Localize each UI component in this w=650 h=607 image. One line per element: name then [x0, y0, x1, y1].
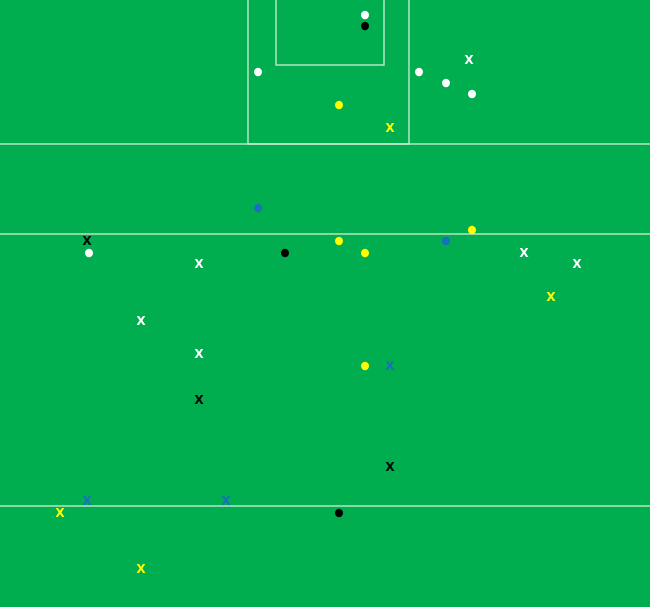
shot-markers: X X X X X X X X X X X X X X X X — [55, 10, 582, 576]
black-dot-marker — [335, 508, 343, 518]
black-x-marker: X — [385, 460, 395, 474]
white-x-marker: X — [464, 53, 474, 67]
black-dot-marker — [281, 248, 289, 258]
white-dot-marker — [85, 248, 93, 258]
black-x-marker: X — [194, 393, 204, 407]
blue-x-marker: X — [385, 359, 395, 373]
small-box — [275, 0, 385, 66]
white-dot-marker — [415, 67, 423, 77]
yellow-x-marker: X — [385, 121, 395, 135]
white-dot-marker — [361, 10, 369, 20]
white-dot-marker — [442, 78, 450, 88]
pitch-lines — [0, 0, 650, 507]
yellow-dot-marker — [361, 248, 369, 258]
yellow-dot-marker — [335, 100, 343, 110]
yellow-dot-marker — [361, 361, 369, 371]
white-x-marker: X — [136, 314, 146, 328]
blue-x-marker: X — [221, 494, 231, 508]
white-dot-marker — [254, 67, 262, 77]
white-x-marker: X — [194, 347, 204, 361]
white-x-marker: X — [572, 257, 582, 271]
white-x-marker: X — [519, 246, 529, 260]
black-x-marker: X — [82, 234, 92, 248]
blue-dot-marker — [442, 236, 450, 246]
black-dot-marker — [361, 21, 369, 31]
yellow-dot-marker — [468, 225, 476, 235]
blue-x-marker: X — [82, 494, 92, 508]
yellow-x-marker: X — [136, 562, 146, 576]
yellow-x-marker: X — [546, 290, 556, 304]
white-x-marker: X — [194, 257, 204, 271]
blue-dot-marker — [254, 203, 262, 213]
white-dot-marker — [468, 89, 476, 99]
large-box — [247, 0, 410, 145]
yellow-dot-marker — [335, 236, 343, 246]
yellow-x-marker: X — [55, 506, 65, 520]
